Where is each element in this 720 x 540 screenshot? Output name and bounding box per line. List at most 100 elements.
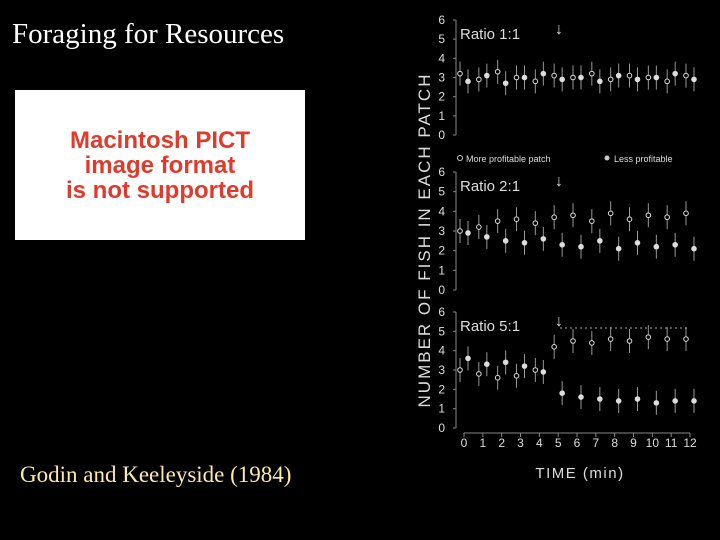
legend-filled xyxy=(604,155,610,161)
more-profitable-point xyxy=(551,214,557,221)
y-tick-label: 1 xyxy=(438,263,445,277)
more-profitable-point xyxy=(494,68,501,75)
more-profitable-point xyxy=(570,212,576,219)
more-profitable-point xyxy=(513,74,520,81)
y-tick-label: 1 xyxy=(438,402,445,416)
y-tick-label: 2 xyxy=(438,90,445,104)
less-profitable-point xyxy=(615,398,622,404)
x-tick-label: 5 xyxy=(555,436,562,450)
less-profitable-point xyxy=(578,243,584,250)
placeholder-line: image format xyxy=(84,151,236,179)
y-tick-label: 6 xyxy=(438,305,445,319)
more-profitable-point xyxy=(457,367,463,373)
more-profitable-point xyxy=(457,70,463,77)
more-profitable-point xyxy=(645,74,652,81)
y-tick-label: 3 xyxy=(438,363,445,377)
panel-title: Ratio 5:1 xyxy=(460,318,520,335)
x-tick-label: 4 xyxy=(536,436,543,450)
less-profitable-point xyxy=(597,78,603,85)
more-profitable-point xyxy=(476,76,482,83)
more-profitable-point xyxy=(494,218,501,224)
arrow: ↓ xyxy=(555,313,563,330)
x-axis-label: TIME (min) xyxy=(535,465,624,482)
less-profitable-point xyxy=(672,241,678,248)
less-profitable-point xyxy=(502,238,509,244)
less-profitable-point xyxy=(484,72,490,79)
y-tick-label: 4 xyxy=(438,344,445,358)
more-profitable-point xyxy=(494,374,501,381)
more-profitable-point xyxy=(589,340,595,346)
more-profitable-point xyxy=(607,76,614,83)
more-profitable-point xyxy=(664,336,670,342)
more-profitable-point xyxy=(532,367,539,373)
less-profitable-point xyxy=(597,238,603,244)
panel-title: Ratio 1:1 xyxy=(460,26,520,43)
more-profitable-point xyxy=(570,338,576,344)
less-profitable-point xyxy=(615,245,622,252)
y-axis-label: NUMBER OF FISH IN EACH PATCH xyxy=(415,73,434,408)
x-tick-label: 8 xyxy=(611,436,618,450)
more-profitable-point xyxy=(513,373,520,379)
less-profitable-point xyxy=(634,240,641,246)
more-profitable-point xyxy=(513,216,520,222)
less-profitable-point xyxy=(521,240,528,246)
panel-title: Ratio 2:1 xyxy=(460,178,520,195)
less-profitable-point xyxy=(578,74,584,81)
y-tick-label: 5 xyxy=(438,32,445,46)
more-profitable-point xyxy=(626,338,633,344)
less-profitable-point xyxy=(521,363,528,369)
y-tick-label: 2 xyxy=(438,382,445,396)
less-profitable-point xyxy=(691,398,697,404)
x-tick-label: 1 xyxy=(479,436,486,450)
less-profitable-point xyxy=(653,243,660,250)
less-profitable-point xyxy=(691,245,697,252)
x-tick-label: 12 xyxy=(683,436,697,450)
less-profitable-point xyxy=(672,398,678,404)
y-tick-label: 6 xyxy=(438,13,445,27)
more-profitable-point xyxy=(645,334,652,340)
placeholder-line: Macintosh PICT xyxy=(69,126,250,154)
less-profitable-point xyxy=(502,80,509,87)
more-profitable-point xyxy=(607,210,614,217)
citation: Godin and Keeleyside (1984) xyxy=(20,462,292,487)
more-profitable-point xyxy=(683,210,689,217)
y-tick-label: 5 xyxy=(438,324,445,338)
less-profitable-point xyxy=(540,70,547,77)
y-tick-label: 0 xyxy=(438,421,445,435)
y-tick-label: 3 xyxy=(438,71,445,85)
less-profitable-point xyxy=(502,359,509,366)
figure: NUMBER OF FISH IN EACH PATCH 0123456Ratio… xyxy=(415,13,697,482)
less-profitable-point xyxy=(465,78,471,85)
less-profitable-point xyxy=(540,369,547,375)
more-profitable-point xyxy=(645,212,652,219)
less-profitable-point xyxy=(691,76,697,83)
more-profitable-point xyxy=(683,72,689,79)
less-profitable-point xyxy=(597,396,603,402)
y-tick-label: 4 xyxy=(438,204,445,218)
x-tick-label: 2 xyxy=(498,436,505,450)
less-profitable-point xyxy=(559,76,565,83)
x-tick-label: 6 xyxy=(574,436,581,450)
y-tick-label: 5 xyxy=(438,185,445,199)
more-profitable-point xyxy=(570,74,576,81)
more-profitable-point xyxy=(589,70,595,77)
image-placeholder: Macintosh PICT image format is not suppo… xyxy=(15,90,305,240)
less-profitable-point xyxy=(559,390,565,397)
arrow: ↓ xyxy=(555,173,563,190)
x-tick-label: 0 xyxy=(461,436,468,450)
legend-label: Less profitable xyxy=(614,154,673,164)
x-tick-label: 9 xyxy=(630,436,637,450)
less-profitable-point xyxy=(653,400,660,406)
more-profitable-point xyxy=(589,218,595,224)
more-profitable-point xyxy=(607,336,614,342)
less-profitable-point xyxy=(634,396,641,402)
x-tick-label: 10 xyxy=(646,436,660,450)
less-profitable-point xyxy=(465,355,471,362)
y-tick-label: 2 xyxy=(438,244,445,258)
more-profitable-point xyxy=(664,214,670,221)
legend-label: More profitable patch xyxy=(466,154,551,164)
more-profitable-point xyxy=(683,336,689,342)
less-profitable-point xyxy=(484,361,490,368)
more-profitable-point xyxy=(476,371,482,377)
